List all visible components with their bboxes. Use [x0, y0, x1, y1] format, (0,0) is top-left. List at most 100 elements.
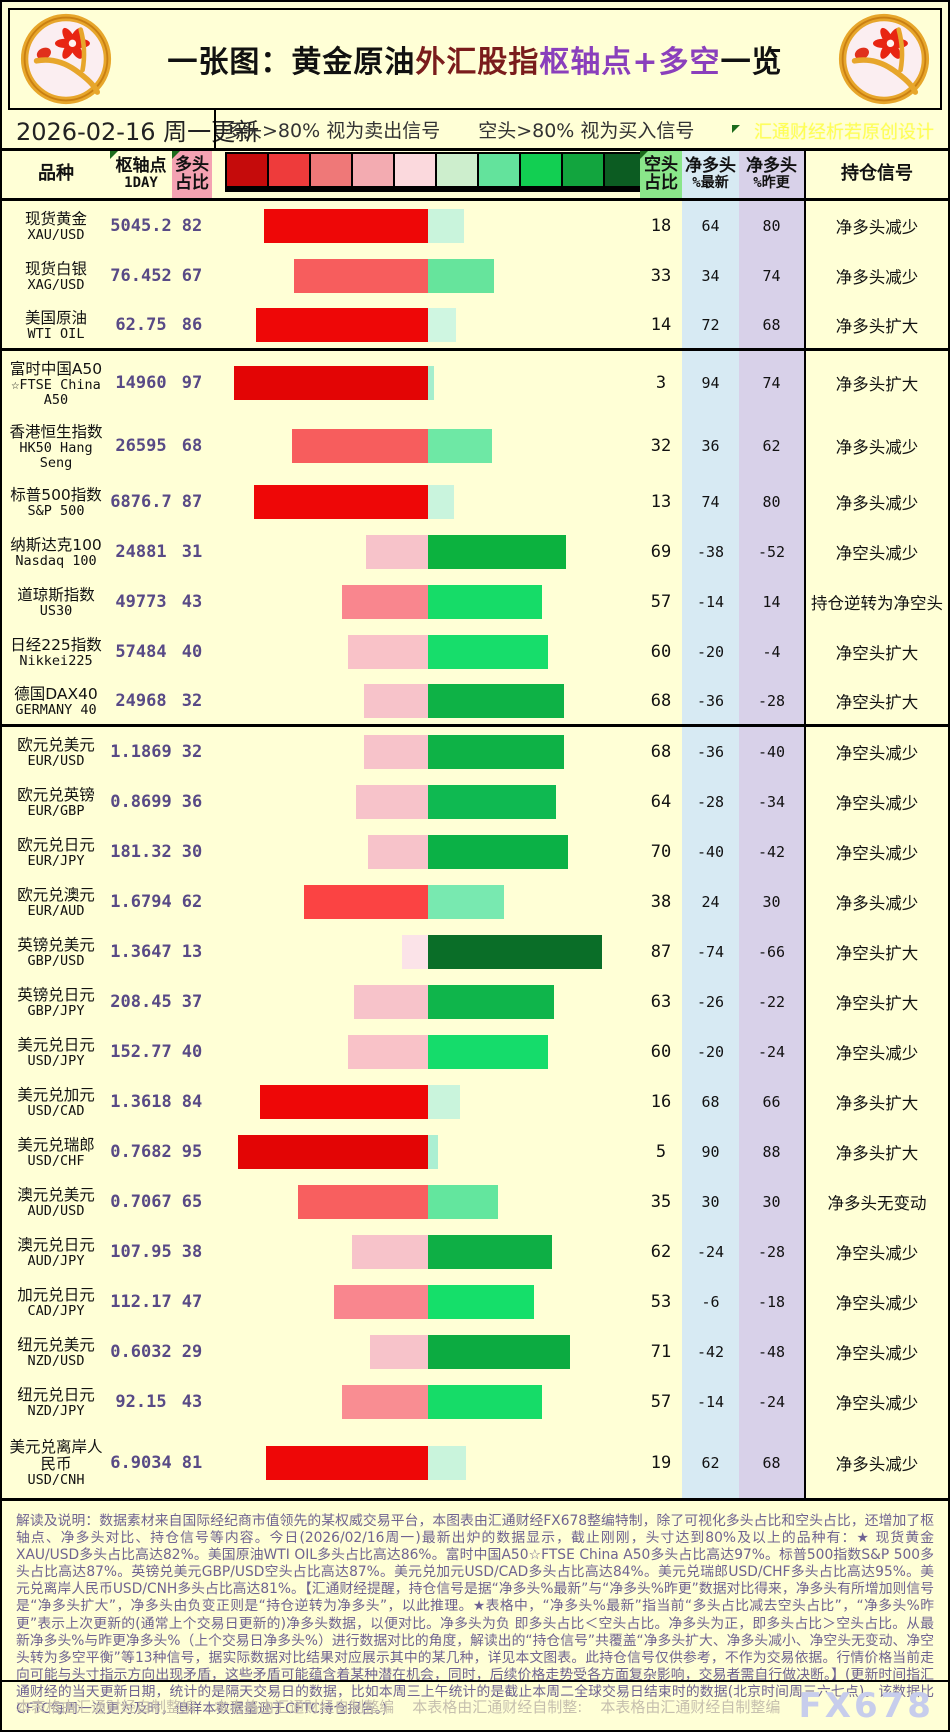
scale-color-cell — [519, 154, 561, 186]
instrument-cell: 欧元兑美元 EUR/USD — [2, 727, 110, 777]
instrument-name-en: EUR/AUD — [27, 903, 85, 920]
net-long-latest-value: -38 — [682, 527, 739, 577]
position-signal: 净空头减少 — [804, 1377, 948, 1427]
col-header-short-line1: 空头 — [644, 154, 678, 175]
long-bar-segment — [238, 1135, 428, 1169]
short-pct-value: 68 — [650, 742, 672, 762]
short-bar-segment — [428, 259, 494, 293]
net-long-latest-value: -28 — [682, 777, 739, 827]
long-pct-value: 65 — [181, 1192, 203, 1212]
long-short-bar — [212, 877, 640, 927]
instrument-name-en: S&P 500 — [27, 503, 85, 520]
instrument-name-cn: 欧元兑日元 — [17, 836, 95, 855]
long-bar-segment — [366, 535, 428, 569]
short-pct-value: 32 — [650, 436, 672, 456]
instrument-name-cn: 英镑兑日元 — [17, 986, 95, 1005]
table-row: 欧元兑澳元 EUR/AUD 1.6794 62 38 24 30 净多头减少 — [2, 877, 948, 927]
net-long-latest-value: -24 — [682, 1227, 739, 1277]
net-long-prev-value: -42 — [739, 827, 804, 877]
scale-color-cell — [309, 154, 351, 186]
scale-color-cell — [477, 154, 519, 186]
long-short-bar — [212, 251, 640, 301]
net-long-latest-value: -36 — [682, 677, 739, 724]
net-long-prev-value: 80 — [739, 477, 804, 527]
short-pct-value: 5 — [655, 1142, 667, 1162]
col-header-net-prev: 净多头 %昨更 — [739, 151, 804, 198]
table-row: 标普500指数 S&P 500 6876.7 87 13 74 80 净多头减少 — [2, 477, 948, 527]
short-pct-value: 68 — [650, 690, 672, 711]
table-row: 道琼斯指数 US30 49773 43 57 -14 14 持仓逆转为净空头 — [2, 577, 948, 627]
instrument-name-cn: 纽元兑美元 — [17, 1336, 95, 1355]
short-pct-value: 64 — [650, 792, 672, 812]
instrument-name-cn: 美元兑离岸人民币 — [9, 1438, 103, 1474]
net-long-latest-value: -36 — [682, 727, 739, 777]
long-short-bar — [212, 1177, 640, 1227]
table-row: 英镑兑美元 GBP/USD 1.3647 13 87 -74 -66 净空头扩大 — [2, 927, 948, 977]
position-signal: 净空头减少 — [804, 527, 948, 577]
instrument-cell: 美元兑瑞郎 USD/CHF — [2, 1127, 110, 1177]
pivot-value: 24968 — [115, 690, 167, 711]
position-signal: 净空头减少 — [804, 727, 948, 777]
long-pct-value: 38 — [181, 1242, 203, 1262]
long-pct-value: 47 — [181, 1292, 203, 1312]
instrument-name-cn: 美元兑日元 — [17, 1036, 95, 1055]
instrument-name-cn: 道琼斯指数 — [17, 586, 95, 605]
long-short-bar — [212, 627, 640, 677]
long-short-bar — [212, 727, 640, 777]
long-pct-value: 29 — [181, 1342, 203, 1362]
short-pct-value: 18 — [650, 216, 672, 236]
long-pct-value: 87 — [181, 492, 203, 512]
net-long-latest-value: 74 — [682, 477, 739, 527]
long-pct-value: 40 — [181, 1042, 203, 1062]
net-long-latest-value: 62 — [682, 1427, 739, 1498]
net-long-prev-value: -24 — [739, 1377, 804, 1427]
net-long-prev-value: 68 — [739, 301, 804, 348]
net-long-prev-value: 30 — [739, 877, 804, 927]
long-pct-value: 13 — [181, 942, 203, 962]
instrument-name-en: WTI OIL — [27, 325, 85, 342]
table-row: 德国DAX40 GERMANY 40 24968 32 68 -36 -28 净… — [2, 677, 948, 727]
short-bar-segment — [428, 1335, 570, 1369]
position-signal: 净多头扩大 — [804, 1077, 948, 1127]
short-pct-value: 14 — [650, 314, 672, 335]
designer-watermark: 汇通财经析若原创设计 — [754, 122, 934, 143]
instrument-cell: 标普500指数 S&P 500 — [2, 477, 110, 527]
legend-long-rule: 多头>80% 视为卖出信号 — [224, 119, 441, 142]
short-bar-segment — [428, 307, 456, 342]
pivot-value: 0.7067 — [110, 1192, 172, 1212]
pivot-value: 107.95 — [110, 1242, 172, 1262]
net-long-prev-value: -28 — [739, 1227, 804, 1277]
long-bar-segment — [364, 683, 428, 718]
col-header-long-line2: 占比 — [175, 172, 209, 193]
net-long-latest-value: -20 — [682, 1027, 739, 1077]
instrument-name-en: ☆FTSE China A50 — [11, 376, 101, 408]
position-signal: 持仓逆转为净空头 — [804, 577, 948, 627]
net-long-latest-value: -26 — [682, 977, 739, 1027]
col-header-long-line1: 多头 — [175, 154, 209, 175]
long-bar-segment — [342, 1385, 428, 1419]
title-part-3: 枢轴点+多空 — [539, 45, 721, 80]
page-title: 一张图：黄金原油外汇股指枢轴点+多空一览 — [112, 37, 838, 81]
table-body: 现货黄金 XAU/USD 5045.2 82 18 64 80 净多头减少 现货… — [2, 201, 948, 1501]
net-long-prev-value: -66 — [739, 927, 804, 977]
legend-short-rule: 空头>80% 视为买入信号 — [478, 119, 695, 142]
instrument-name-cn: 纽元兑日元 — [17, 1386, 95, 1405]
long-pct-value: 30 — [181, 842, 203, 862]
long-bar-segment — [266, 1445, 428, 1480]
pivot-value: 152.77 — [110, 1042, 172, 1062]
net-long-latest-value: 24 — [682, 877, 739, 927]
long-short-bar — [212, 1427, 640, 1498]
legend: 多头>80% 视为卖出信号 空头>80% 视为买入信号 — [214, 110, 741, 148]
long-short-bar — [212, 415, 640, 477]
instrument-name-cn: 德国DAX40 — [14, 684, 98, 703]
instrument-name-en: EUR/USD — [27, 753, 85, 770]
short-pct-value: 60 — [650, 642, 672, 662]
pivot-value: 1.3618 — [110, 1092, 172, 1112]
short-bar-segment — [428, 485, 454, 519]
table-row: 纽元兑美元 NZD/USD 0.6032 29 71 -42 -48 净空头减少 — [2, 1327, 948, 1377]
instrument-name-cn: 欧元兑美元 — [17, 736, 95, 755]
position-signal: 净多头减少 — [804, 415, 948, 477]
net-long-prev-value: 74 — [739, 251, 804, 301]
instrument-name-cn: 现货白银 — [24, 260, 87, 279]
